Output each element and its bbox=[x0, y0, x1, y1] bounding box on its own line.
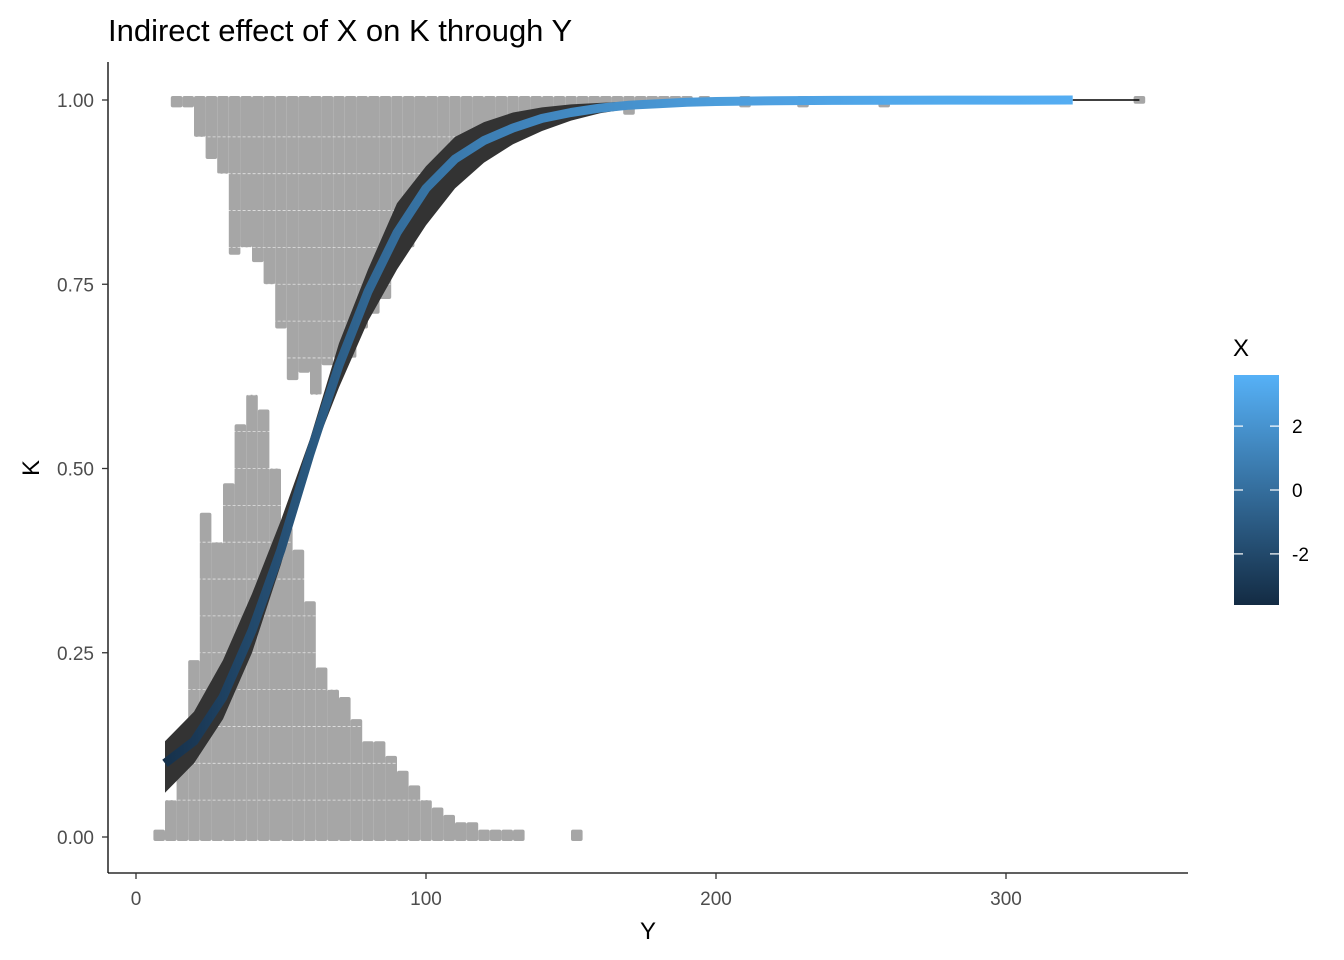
bottom-histogram-bar bbox=[408, 785, 421, 841]
y-tick-label: 0.00 bbox=[57, 828, 94, 849]
plot-area bbox=[147, 95, 1146, 841]
top-histogram-bar bbox=[310, 96, 322, 395]
y-axis-title: K bbox=[18, 460, 45, 476]
color-legend: X 2 0 -2 bbox=[1233, 335, 1309, 605]
bottom-histogram-bar bbox=[304, 601, 316, 841]
bottom-histogram-bar bbox=[269, 468, 281, 841]
bottom-histogram-bar bbox=[420, 800, 432, 841]
x-axis-ticks: 0 100 200 300 bbox=[131, 873, 1022, 910]
y-tick-label: 0.75 bbox=[57, 275, 94, 296]
legend-title: X bbox=[1233, 335, 1249, 362]
bottom-histogram-bar bbox=[501, 829, 513, 841]
top-histogram-bar bbox=[356, 96, 368, 329]
bottom-histogram-bar bbox=[571, 829, 583, 841]
colorbar-tick-label: -2 bbox=[1292, 545, 1309, 566]
top-histogram-bar bbox=[263, 96, 276, 285]
x-tick-label: 100 bbox=[410, 889, 442, 910]
bottom-histogram-bar bbox=[327, 689, 339, 841]
top-histogram-bar bbox=[217, 96, 229, 174]
bottom-histogram-bar bbox=[350, 719, 363, 841]
top-histogram-bar bbox=[298, 96, 310, 373]
y-tick-label: 0.25 bbox=[57, 644, 94, 665]
x-tick-label: 0 bbox=[131, 889, 142, 910]
top-histogram-bar bbox=[321, 96, 334, 366]
top-histogram-bar bbox=[286, 96, 299, 381]
bottom-histogram-bar bbox=[431, 807, 444, 841]
top-histogram-bar bbox=[194, 96, 206, 137]
bottom-histogram-bar bbox=[455, 822, 467, 841]
confidence-band bbox=[165, 100, 1073, 793]
colorbar-tick-label: 0 bbox=[1292, 481, 1303, 502]
top-histogram-bar bbox=[182, 96, 194, 108]
colorbar-ticks: 2 0 -2 bbox=[1234, 417, 1309, 566]
y-tick-label: 0.50 bbox=[57, 460, 94, 481]
top-histogram-bar bbox=[333, 96, 345, 358]
top-histogram-bar bbox=[344, 96, 357, 358]
bottom-histogram-bar bbox=[281, 527, 293, 841]
top-histogram-bar bbox=[275, 96, 287, 329]
bottom-histogram-bar bbox=[199, 512, 212, 841]
chart-title: Indirect effect of X on K through Y bbox=[108, 13, 572, 48]
bottom-histogram-bar bbox=[362, 741, 374, 841]
bottom-histogram-bar bbox=[443, 814, 455, 841]
bottom-histogram-bar bbox=[176, 763, 189, 841]
bottom-histogram-bar bbox=[478, 829, 490, 841]
bottom-histogram-bar bbox=[292, 549, 305, 841]
bottom-histogram-bar bbox=[489, 829, 502, 841]
bottom-histogram-bar bbox=[339, 697, 351, 841]
top-histogram-bar bbox=[240, 96, 252, 248]
bottom-histogram-bar bbox=[513, 829, 525, 841]
x-axis-title: Y bbox=[640, 918, 656, 945]
bottom-histogram-bar bbox=[153, 829, 165, 841]
top-histogram-bar bbox=[170, 96, 183, 108]
bottom-histogram-bar bbox=[373, 741, 386, 841]
top-histogram-bar bbox=[228, 96, 241, 255]
bottom-histogram-bar bbox=[385, 755, 397, 841]
colorbar-tick-label: 2 bbox=[1292, 417, 1303, 438]
bottom-histogram-bar bbox=[397, 770, 409, 841]
fit-line bbox=[162, 95, 1073, 767]
y-tick-label: 1.00 bbox=[57, 91, 94, 112]
top-histogram-bar bbox=[252, 96, 264, 263]
bottom-histogram-bar bbox=[257, 409, 270, 841]
y-axis-ticks: 0.00 0.25 0.50 0.75 1.00 bbox=[57, 91, 108, 849]
x-tick-label: 200 bbox=[700, 889, 732, 910]
bottom-histogram-bar bbox=[466, 822, 479, 841]
bottom-histogram-bar bbox=[165, 800, 177, 841]
x-tick-label: 300 bbox=[990, 889, 1022, 910]
bottom-histogram-bar bbox=[315, 667, 328, 841]
top-histogram-bar bbox=[205, 96, 218, 159]
